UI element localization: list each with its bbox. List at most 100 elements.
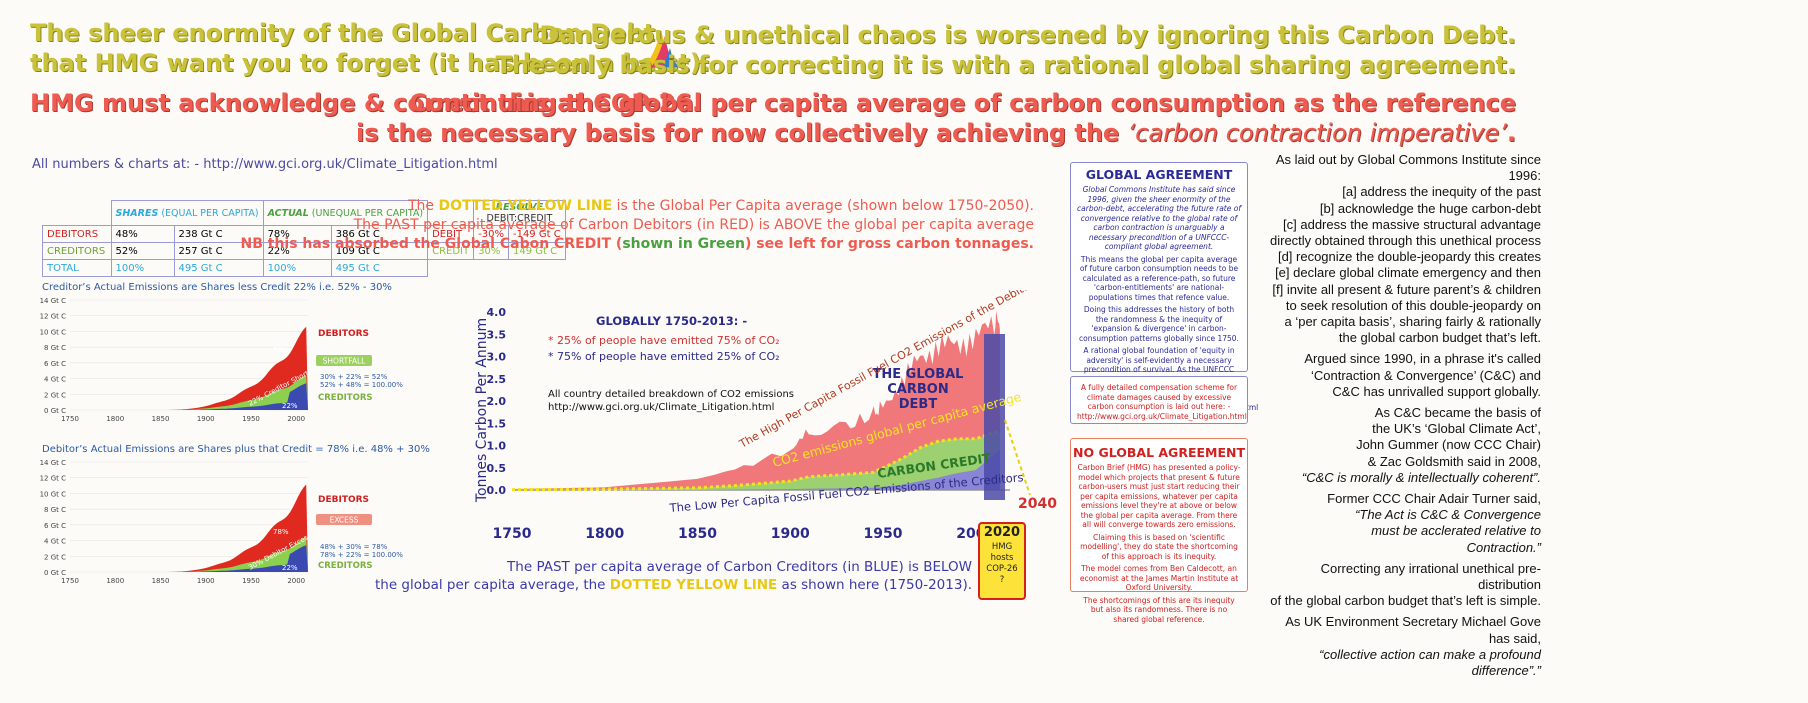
mini-chart-creditors: 0 Gt C 2 Gt C 4 Gt C 6 Gt C 8 Gt C 10 Gt C 12 … [40, 297, 404, 423]
main-y-tick: 1.5 [487, 417, 507, 430]
center-line-1: The DOTTED YELLOW LINE is the Global Per… [407, 198, 1034, 214]
mini1-badge [316, 355, 372, 366]
mini1-debitors-label: DEBITORS [318, 329, 369, 339]
ledger-row-creditors: CREDITORS 52% 257 Gt C 22% 109 Gt C CREDIT… [42, 242, 566, 260]
main-y-tick: 1.0 [487, 440, 507, 453]
mini1-x-tick: 1750 [61, 415, 79, 423]
mini1-y-tick: 6 Gt C [44, 360, 66, 368]
nga-title: NO GLOBAL AGREEMENT [1073, 445, 1245, 460]
main-y-tick: 2.0 [487, 395, 507, 408]
series-high [512, 310, 1000, 490]
mini1-y-tick: 14 Gt C [40, 297, 67, 305]
mini1-y-tick: 4 Gt C [44, 376, 66, 384]
year-2040: 2040 [1018, 496, 1057, 512]
mini2-y-tick: 8 Gt C [44, 506, 66, 514]
mini1-eq2: 52% + 48% = 100.00% [320, 381, 403, 389]
mini2-eq1: 48% + 30% = 78% [320, 543, 388, 551]
mini2-eq2: 78% + 22% = 100.00% [320, 551, 403, 559]
main-x-tick: 1750 [493, 526, 532, 542]
mini1-pct-b: 22% [282, 402, 298, 410]
mini1-y-tick: 0 Gt C [44, 407, 66, 415]
ledger-table: SHARES (EQUAL PER CAPITA) ACTUAL (UNEQUA… [42, 200, 566, 277]
mini1-y-tick: 10 Gt C [40, 328, 67, 336]
mini1-y-tick: 2 Gt C [44, 391, 66, 399]
mini2-x-tick: 1900 [197, 577, 215, 585]
mini2-x-tick: 1750 [61, 577, 79, 585]
main-emissions-chart: Tonnes Carbon Per Annum 0.0 0.5 1.0 1.5 2.0 2… [474, 290, 1057, 542]
headline-right-1: Dangerous & unethical chaos is worsened … [539, 21, 1516, 49]
mini2-creditors-label: CREDITORS [318, 561, 373, 571]
mini1-x-tick: 1950 [242, 415, 260, 423]
mini2-pct-b: 22% [282, 564, 298, 572]
mini1-x-tick: 1850 [152, 415, 170, 423]
center-line-3: NB this has absorbed the Global Cabon CR… [240, 236, 1034, 252]
mini2-x-tick: 1850 [152, 577, 170, 585]
breakdown-2[interactable]: http://www.gci.org.uk/Climate_Litigation… [548, 402, 774, 413]
series-avg-line [511, 429, 1001, 492]
mini1-badge-label: SHORTFALL [323, 357, 366, 366]
headline-right-4: is the necessary basis for now collectiv… [356, 119, 1516, 147]
mini1-creditors-label: CREDITORS [318, 393, 373, 403]
mini-chart-debitors: 0 Gt C 2 Gt C 4 Gt C 6 Gt C 8 Gt C 10 Gt C 12 … [40, 459, 404, 585]
mini2-debitors-label: DEBITORS [318, 495, 369, 505]
compensation-box: A fully detailed compensation scheme for… [1070, 376, 1248, 424]
stat-2: * 75% of people have emitted 25% of CO₂ [548, 350, 780, 363]
mini2-y-tick: 10 Gt C [40, 490, 67, 498]
main-y-tick: 3.0 [487, 351, 507, 364]
no-global-agreement-box: NO GLOBAL AGREEMENT Carbon Brief (HMG) h… [1070, 438, 1248, 624]
projection-bar [984, 334, 1005, 500]
right-column: As laid out by Global Commons Institute … [1270, 152, 1541, 679]
main-y-tick: 0.0 [487, 484, 507, 497]
mini1-x-tick: 1900 [197, 415, 215, 423]
main-y-tick: 2.5 [487, 373, 507, 386]
mini2-caption: Debitor’s Actual Emissions are Shares pl… [42, 444, 430, 455]
headline-right-3: Continuing the global per capita average… [409, 89, 1516, 117]
center-line-2: The PAST per capita average of Carbon De… [353, 217, 1034, 233]
mini2-pct-a: 78% [273, 528, 289, 536]
ledger-row-total: TOTAL 100% 495 Gt C 100% 495 Gt C [42, 259, 566, 277]
mini1-y-tick: 12 Gt C [40, 313, 67, 321]
mini2-y-tick: 0 Gt C [44, 569, 66, 577]
mini1-x-tick: 2000 [287, 415, 305, 423]
numbers-link[interactable]: All numbers & charts at: - http://www.gc… [32, 157, 498, 172]
global-agreement-box: GLOBAL AGREEMENT Global Commons Institut… [1070, 162, 1258, 412]
breakdown-1: All country detailed breakdown of CO2 em… [548, 389, 794, 400]
mini2-y-tick: 14 Gt C [40, 459, 67, 467]
mini1-pct-a: 78% [273, 346, 289, 354]
mini1-x-tick: 1800 [106, 415, 124, 423]
mini1-caption: Creditor’s Actual Emissions are Shares l… [42, 282, 392, 293]
main-x-tick: 1900 [771, 526, 810, 542]
series-credit-area [512, 431, 1000, 490]
center-bottom-text: The PAST per capita average of Carbon Cr… [374, 559, 972, 593]
mini1-eq1: 30% + 22% = 52% [320, 373, 388, 381]
globally-label: GLOBALLY 1750-2013: - [596, 314, 747, 328]
headline-right-2: The only basis for correcting it is with… [495, 51, 1516, 79]
headline-left-3: HMG must acknowledge & correct this at C… [30, 89, 701, 117]
projection-line [1004, 419, 1031, 496]
mini2-y-tick: 2 Gt C [44, 553, 66, 561]
mini2-badge [316, 514, 372, 525]
main-x-tick: 1950 [864, 526, 903, 542]
debt-label-1: THE GLOBAL [873, 367, 964, 382]
cop26-callout: 2020 HMG hosts COP-26 ? [978, 522, 1026, 600]
mini2-y-tick: 4 Gt C [44, 538, 66, 546]
series-low [512, 449, 1000, 490]
center-text: The DOTTED YELLOW LINE is the Global Per… [240, 197, 1034, 254]
main-y-tick: 0.5 [487, 462, 507, 475]
main-y-tick: 3.5 [487, 328, 507, 341]
headline-left-1: The sheer enormity of the Global Carbon … [30, 19, 656, 47]
main-x-tick: 1800 [585, 526, 624, 542]
mini1-y-tick: 8 Gt C [44, 344, 66, 352]
main-ylabel: Tonnes Carbon Per Annum [474, 318, 490, 503]
mini2-x-tick: 1950 [242, 577, 260, 585]
main-y-tick: 4.0 [487, 306, 507, 319]
mini2-badge-label: EXCESS [330, 516, 359, 525]
stat-1: * 25% of people have emitted 75% of CO₂ [548, 334, 780, 347]
main-x-tick: 1850 [678, 526, 717, 542]
mini2-y-tick: 6 Gt C [44, 522, 66, 530]
gci-logo-icon [639, 30, 680, 68]
ga-title: GLOBAL AGREEMENT [1085, 167, 1233, 182]
mini2-y-tick: 12 Gt C [40, 475, 67, 483]
mini2-x-tick: 2000 [287, 577, 305, 585]
debt-label-2: CARBON [887, 382, 948, 397]
